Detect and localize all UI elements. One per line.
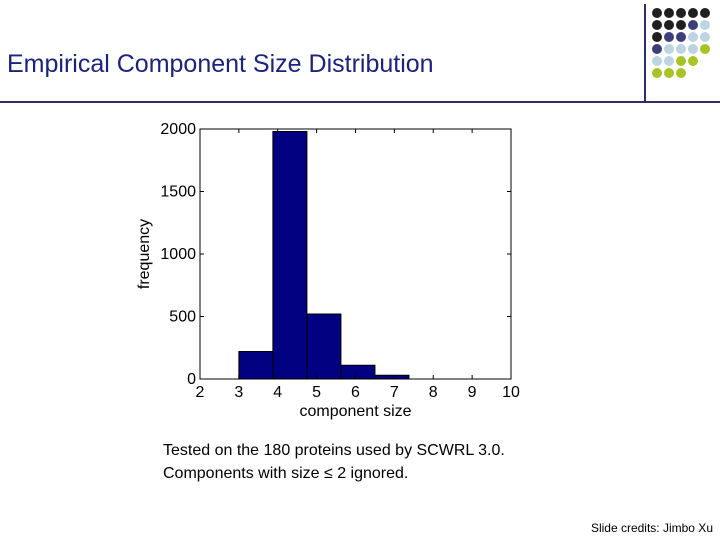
decorative-dot — [664, 32, 674, 42]
y-tick-label: 2000 — [160, 121, 196, 138]
caption: Tested on the 180 proteins used by SCWRL… — [163, 439, 505, 485]
decorative-dot — [664, 20, 674, 30]
decorative-dot — [676, 32, 686, 42]
decorative-dot — [676, 44, 686, 54]
x-tick-label: 5 — [312, 384, 321, 401]
decorative-dot — [652, 68, 662, 78]
decorative-dot — [664, 8, 674, 18]
title-vertical-rule — [644, 4, 646, 102]
decorative-dot — [652, 32, 662, 42]
caption-line-1: Tested on the 180 proteins used by SCWRL… — [163, 442, 505, 459]
decorative-dot — [664, 56, 674, 66]
histogram-bar — [272, 131, 308, 380]
decorative-dot — [664, 44, 674, 54]
caption-line-2: Components with size ≤ 2 ignored. — [163, 465, 409, 482]
decorative-dot — [652, 20, 662, 30]
decorative-dot — [664, 68, 674, 78]
decorative-dot — [676, 20, 686, 30]
y-tick-label: 0 — [187, 371, 196, 388]
plot-frame — [199, 128, 512, 380]
histogram-bar — [238, 351, 274, 380]
decorative-dot — [700, 32, 710, 42]
y-tick-label: 1000 — [160, 246, 196, 263]
histogram-bar — [340, 364, 376, 380]
decorative-dot — [676, 68, 686, 78]
x-tick-label: 6 — [351, 384, 360, 401]
x-tick-label: 7 — [390, 384, 399, 401]
decorative-dot — [688, 56, 698, 66]
decorative-dot — [700, 44, 710, 54]
y-tick-label: 500 — [169, 309, 196, 326]
histogram-bar — [374, 374, 410, 380]
x-tick-label: 3 — [234, 384, 243, 401]
decorative-dot — [688, 32, 698, 42]
decorative-dot — [700, 20, 710, 30]
x-tick-label: 2 — [196, 384, 205, 401]
title-underline — [0, 101, 720, 103]
x-tick-label: 8 — [429, 384, 438, 401]
x-axis-label: component size — [299, 403, 411, 420]
decorative-dot — [688, 8, 698, 18]
decorative-dot — [652, 8, 662, 18]
y-tick-label: 1500 — [160, 184, 196, 201]
x-tick-label: 4 — [273, 384, 282, 401]
decorative-dot — [700, 8, 710, 18]
decorative-dot — [688, 44, 698, 54]
decorative-dot — [652, 56, 662, 66]
decorative-dot-grid — [652, 8, 710, 78]
decorative-dot — [688, 20, 698, 30]
x-tick-label: 10 — [502, 384, 520, 401]
x-tick-label: 9 — [468, 384, 477, 401]
decorative-dot — [676, 8, 686, 18]
slide-title: Empirical Component Size Distribution — [7, 50, 434, 78]
y-axis-label: frequency — [136, 219, 153, 289]
decorative-dot — [652, 44, 662, 54]
histogram-bar — [306, 313, 342, 380]
slide-credits: Slide credits: Jimbo Xu — [590, 521, 713, 535]
decorative-dot — [676, 56, 686, 66]
